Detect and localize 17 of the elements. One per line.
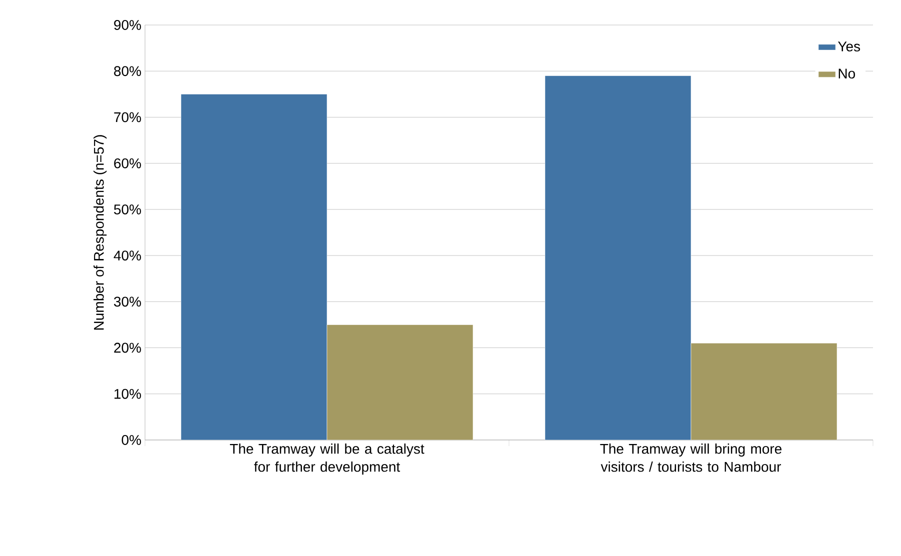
y-tick-label: 90% xyxy=(114,20,141,30)
bar xyxy=(690,343,838,440)
legend-label: Yes xyxy=(838,42,860,52)
y-axis-title: Number of Respondents (n=57) xyxy=(94,135,107,330)
y-tick-label: 70% xyxy=(114,112,141,122)
y-tick-label: 50% xyxy=(114,204,141,214)
x-tick-label: The Tramway will bring more visitors / tourists to Nambour xyxy=(600,444,782,472)
y-tick-label: 10% xyxy=(114,388,141,399)
y-tick-label: 30% xyxy=(114,296,141,307)
y-tick-label: 80% xyxy=(114,66,141,76)
y-tick-label: 20% xyxy=(114,342,141,353)
y-tick-label: 40% xyxy=(114,250,141,261)
x-tick-label: The Tramway will be a catalyst for further development xyxy=(230,444,424,475)
legend-label: No xyxy=(838,68,855,79)
y-tick-label: 0% xyxy=(122,435,141,445)
bar xyxy=(326,324,474,440)
y-tick-label: 60% xyxy=(114,158,141,168)
